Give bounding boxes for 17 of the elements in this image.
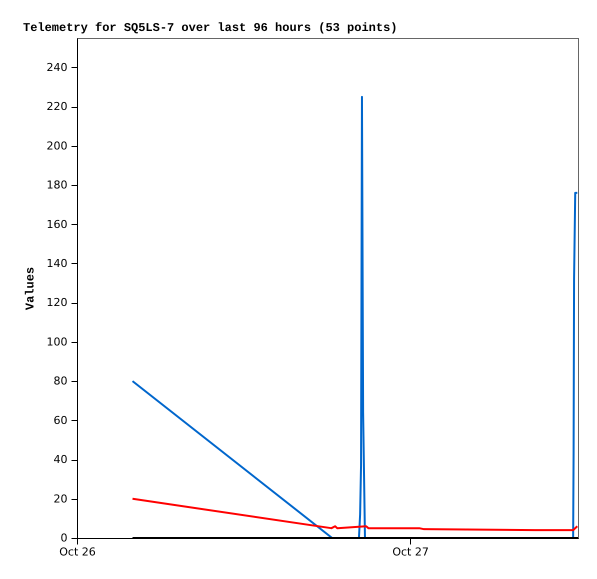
y-tick-label: 200 [46, 139, 68, 152]
y-tick-label: 160 [46, 218, 68, 231]
y-tick-label: 140 [46, 256, 68, 270]
y-tick-label: 220 [46, 100, 68, 114]
x-tick-label: Oct 27 [392, 546, 429, 558]
y-tick-label: 60 [54, 414, 68, 427]
y-tick-label: 120 [46, 296, 68, 310]
y-axis-title: Values [24, 266, 38, 310]
y-tick-label: 40 [54, 453, 68, 466]
y-tick-label: 80 [54, 374, 68, 388]
x-tick-label: Oct 26 [59, 546, 96, 558]
y-tick-label: 100 [46, 335, 68, 348]
y-tick-label: 180 [46, 178, 68, 192]
chart-title: Telemetry for SQ5LS-7 over last 96 hours (53 points) [23, 21, 398, 35]
y-tick-label: 20 [54, 492, 68, 506]
y-tick-label: 240 [46, 60, 68, 74]
y-tick-label: 0 [60, 532, 68, 544]
